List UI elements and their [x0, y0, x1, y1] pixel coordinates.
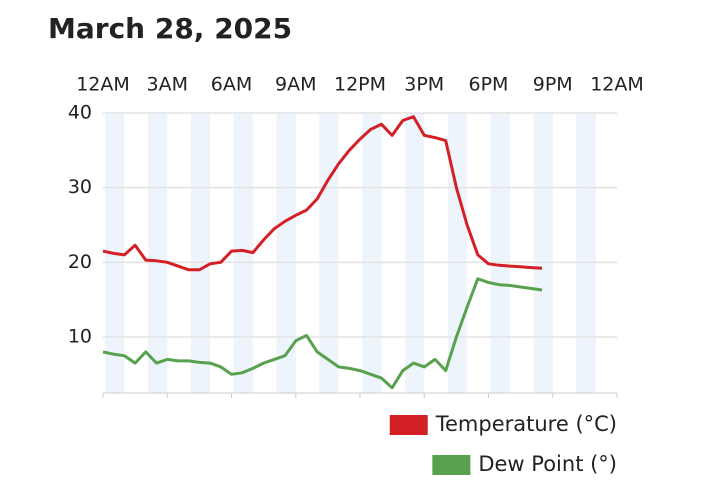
background-stripe — [362, 113, 382, 393]
x-tick-label: 9AM — [275, 74, 316, 96]
background-stripe — [190, 113, 211, 393]
background-stripe — [276, 113, 296, 393]
x-tick-label: 6AM — [211, 74, 252, 96]
chart-title: March 28, 2025 — [48, 12, 292, 45]
y-tick-label: 10 — [68, 326, 92, 348]
x-tick-label: 3PM — [404, 74, 444, 96]
x-tick-label: 12AM — [590, 74, 644, 96]
background-stripe — [233, 113, 253, 393]
y-tick-label: 20 — [68, 251, 92, 273]
background-stripe — [147, 113, 168, 393]
x-tick-label: 9PM — [533, 74, 573, 96]
y-tick-label: 30 — [68, 176, 92, 198]
background-stripe — [490, 113, 510, 393]
background-stripe — [533, 113, 553, 393]
legend-label: Temperature (°C) — [435, 412, 617, 436]
x-tick-label: 12PM — [334, 74, 386, 96]
line-series — [102, 277, 543, 390]
background-stripe — [404, 113, 425, 393]
line-series — [102, 115, 543, 272]
legend-swatch — [432, 455, 471, 475]
x-tick-label: 12AM — [76, 74, 130, 96]
x-tick-label: 6PM — [469, 74, 509, 96]
legend-swatch — [389, 415, 428, 435]
y-tick-label: 40 — [68, 102, 92, 124]
background-stripe — [319, 113, 339, 393]
x-tick-label: 3AM — [147, 74, 188, 96]
background-stripe — [576, 113, 596, 393]
legend-label: Dew Point (°) — [478, 452, 617, 476]
